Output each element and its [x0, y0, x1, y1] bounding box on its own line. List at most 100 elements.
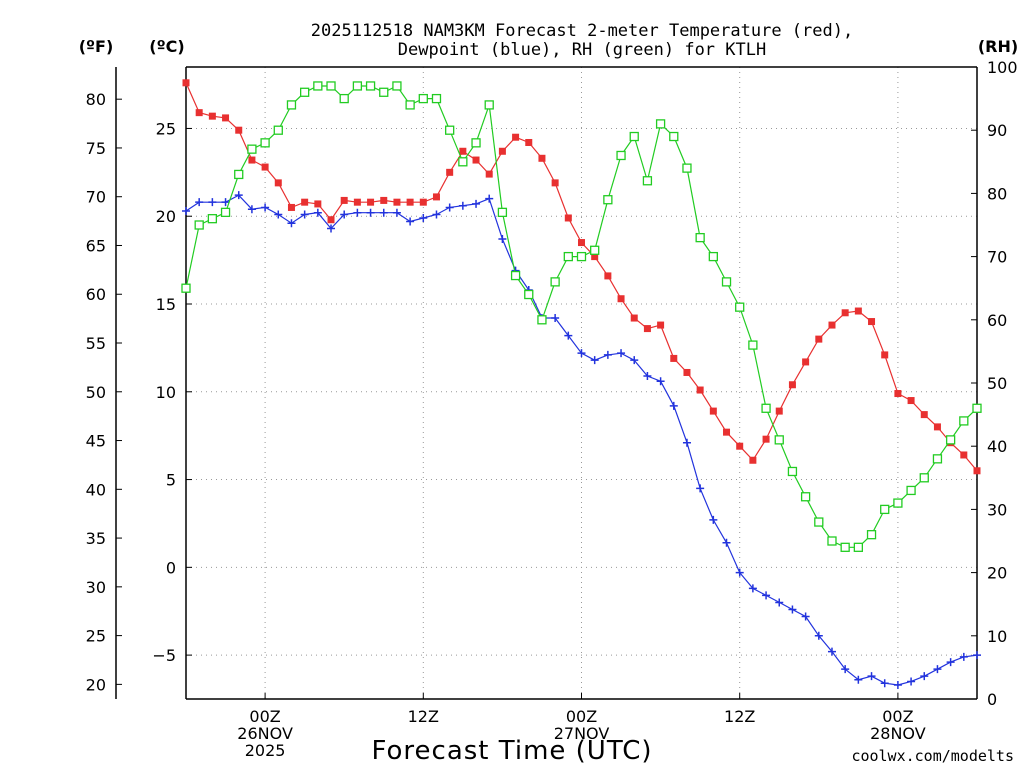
- temperature-point: [380, 196, 388, 204]
- temperature-point: [525, 138, 533, 146]
- temperature-point: [446, 168, 454, 176]
- temperature-point: [301, 198, 309, 206]
- temperature-point: [709, 407, 717, 415]
- rh-point: [800, 492, 811, 502]
- temperature-point: [393, 198, 401, 206]
- rh-point: [484, 100, 494, 110]
- temperature-point: [432, 193, 440, 201]
- grid-lines: [186, 67, 977, 699]
- x-tick-label: 28NOV: [870, 724, 926, 743]
- temperature-point: [907, 397, 915, 405]
- fahrenheit-axis-label: (ºF): [79, 37, 114, 56]
- dewpoint-point: [208, 198, 217, 207]
- dewpoint-point: [735, 568, 744, 577]
- rh-point: [524, 289, 534, 300]
- dewpoint-point: [709, 515, 718, 524]
- temperature-point: [314, 200, 322, 208]
- fahrenheit-tick-label: 45: [86, 432, 106, 451]
- rh-point: [247, 144, 257, 154]
- temperature-point: [538, 154, 546, 162]
- rh-point: [959, 416, 969, 426]
- celsius-tick-label: 15: [156, 295, 176, 314]
- rh-tick-label: 30: [987, 500, 1007, 519]
- dewpoint-point: [195, 198, 204, 207]
- rh-point: [313, 81, 323, 91]
- rh-tick-label: 0: [987, 690, 997, 709]
- rh-point: [418, 93, 428, 104]
- dewpoint-point: [551, 314, 560, 323]
- dewpoint-point: [854, 675, 863, 684]
- dewpoint-point: [827, 647, 836, 656]
- dewpoint-point: [221, 198, 230, 207]
- dewpoint-point: [880, 679, 889, 688]
- dewpoint-point: [458, 201, 467, 210]
- fahrenheit-tick-label: 75: [86, 139, 106, 158]
- rh-point: [932, 454, 943, 464]
- fahrenheit-tick-label: 30: [86, 578, 106, 597]
- temperature-point: [248, 156, 256, 164]
- dewpoint-point: [366, 208, 375, 217]
- credit-text: coolwx.com/modelts: [851, 747, 1014, 765]
- rh-point: [510, 270, 521, 281]
- chart-title-line1: 2025112518 NAM3KM Forecast 2-meter Tempe…: [311, 21, 853, 41]
- temperature-point: [894, 390, 902, 398]
- temperature-point: [630, 314, 638, 322]
- rh-point: [866, 530, 877, 540]
- rh-tick-label: 20: [987, 564, 1007, 583]
- celsius-tick-label: 20: [156, 207, 176, 226]
- dewpoint-point: [472, 199, 481, 208]
- temperature-point: [195, 109, 203, 117]
- temperature-point: [657, 321, 665, 329]
- temperature-point: [208, 112, 216, 120]
- dewpoint-point: [577, 349, 586, 358]
- temperature-point: [670, 354, 678, 362]
- x-tick-label: 00Z: [249, 707, 280, 726]
- temperature-point: [419, 198, 427, 206]
- rh-point: [972, 403, 982, 413]
- dewpoint-point: [801, 612, 810, 621]
- temperature-point: [274, 179, 282, 187]
- temperature-point: [591, 253, 599, 261]
- rh-point: [590, 245, 600, 255]
- x-tick-label: 12Z: [724, 707, 755, 726]
- rh-point: [326, 81, 336, 91]
- rh-point: [379, 87, 389, 97]
- fahrenheit-tick-label: 40: [86, 480, 106, 499]
- dewpoint-point: [445, 203, 454, 212]
- dewpoint-point: [313, 208, 322, 217]
- rh-point: [853, 542, 863, 552]
- dewpoint-point: [603, 350, 612, 359]
- fahrenheit-tick-label: 65: [86, 236, 106, 255]
- dewpoint-point: [696, 484, 705, 493]
- rh-point: [682, 163, 692, 173]
- rh-point: [945, 435, 956, 445]
- temperature-point: [841, 309, 849, 317]
- rh-point: [721, 277, 732, 287]
- dewpoint-point: [261, 203, 270, 212]
- temperature-point: [551, 179, 559, 187]
- temperature-point: [828, 321, 836, 329]
- dewpoint-point: [893, 680, 902, 689]
- fahrenheit-tick-label: 80: [86, 90, 106, 109]
- temperature-point: [182, 79, 190, 87]
- rh-point: [286, 100, 297, 110]
- temperature-point: [367, 198, 375, 206]
- rh-point: [629, 131, 639, 142]
- temperature-point: [604, 272, 612, 280]
- temperature-point: [340, 196, 348, 204]
- fahrenheit-tick-label: 70: [86, 188, 106, 207]
- celsius-tick-label: −5: [152, 646, 176, 665]
- temperature-point: [933, 423, 941, 431]
- series-group: [181, 79, 982, 689]
- dewpoint-point: [498, 235, 507, 244]
- rh-point: [392, 81, 402, 91]
- rh-point: [655, 119, 666, 129]
- dewpoint-point: [630, 356, 639, 365]
- temperature-point: [868, 318, 876, 326]
- dewpoint-point: [933, 665, 942, 674]
- x-tick-label: 00Z: [882, 707, 913, 726]
- rh-point: [405, 100, 415, 110]
- temperature-point: [459, 147, 467, 155]
- fahrenheit-tick-label: 25: [86, 627, 106, 646]
